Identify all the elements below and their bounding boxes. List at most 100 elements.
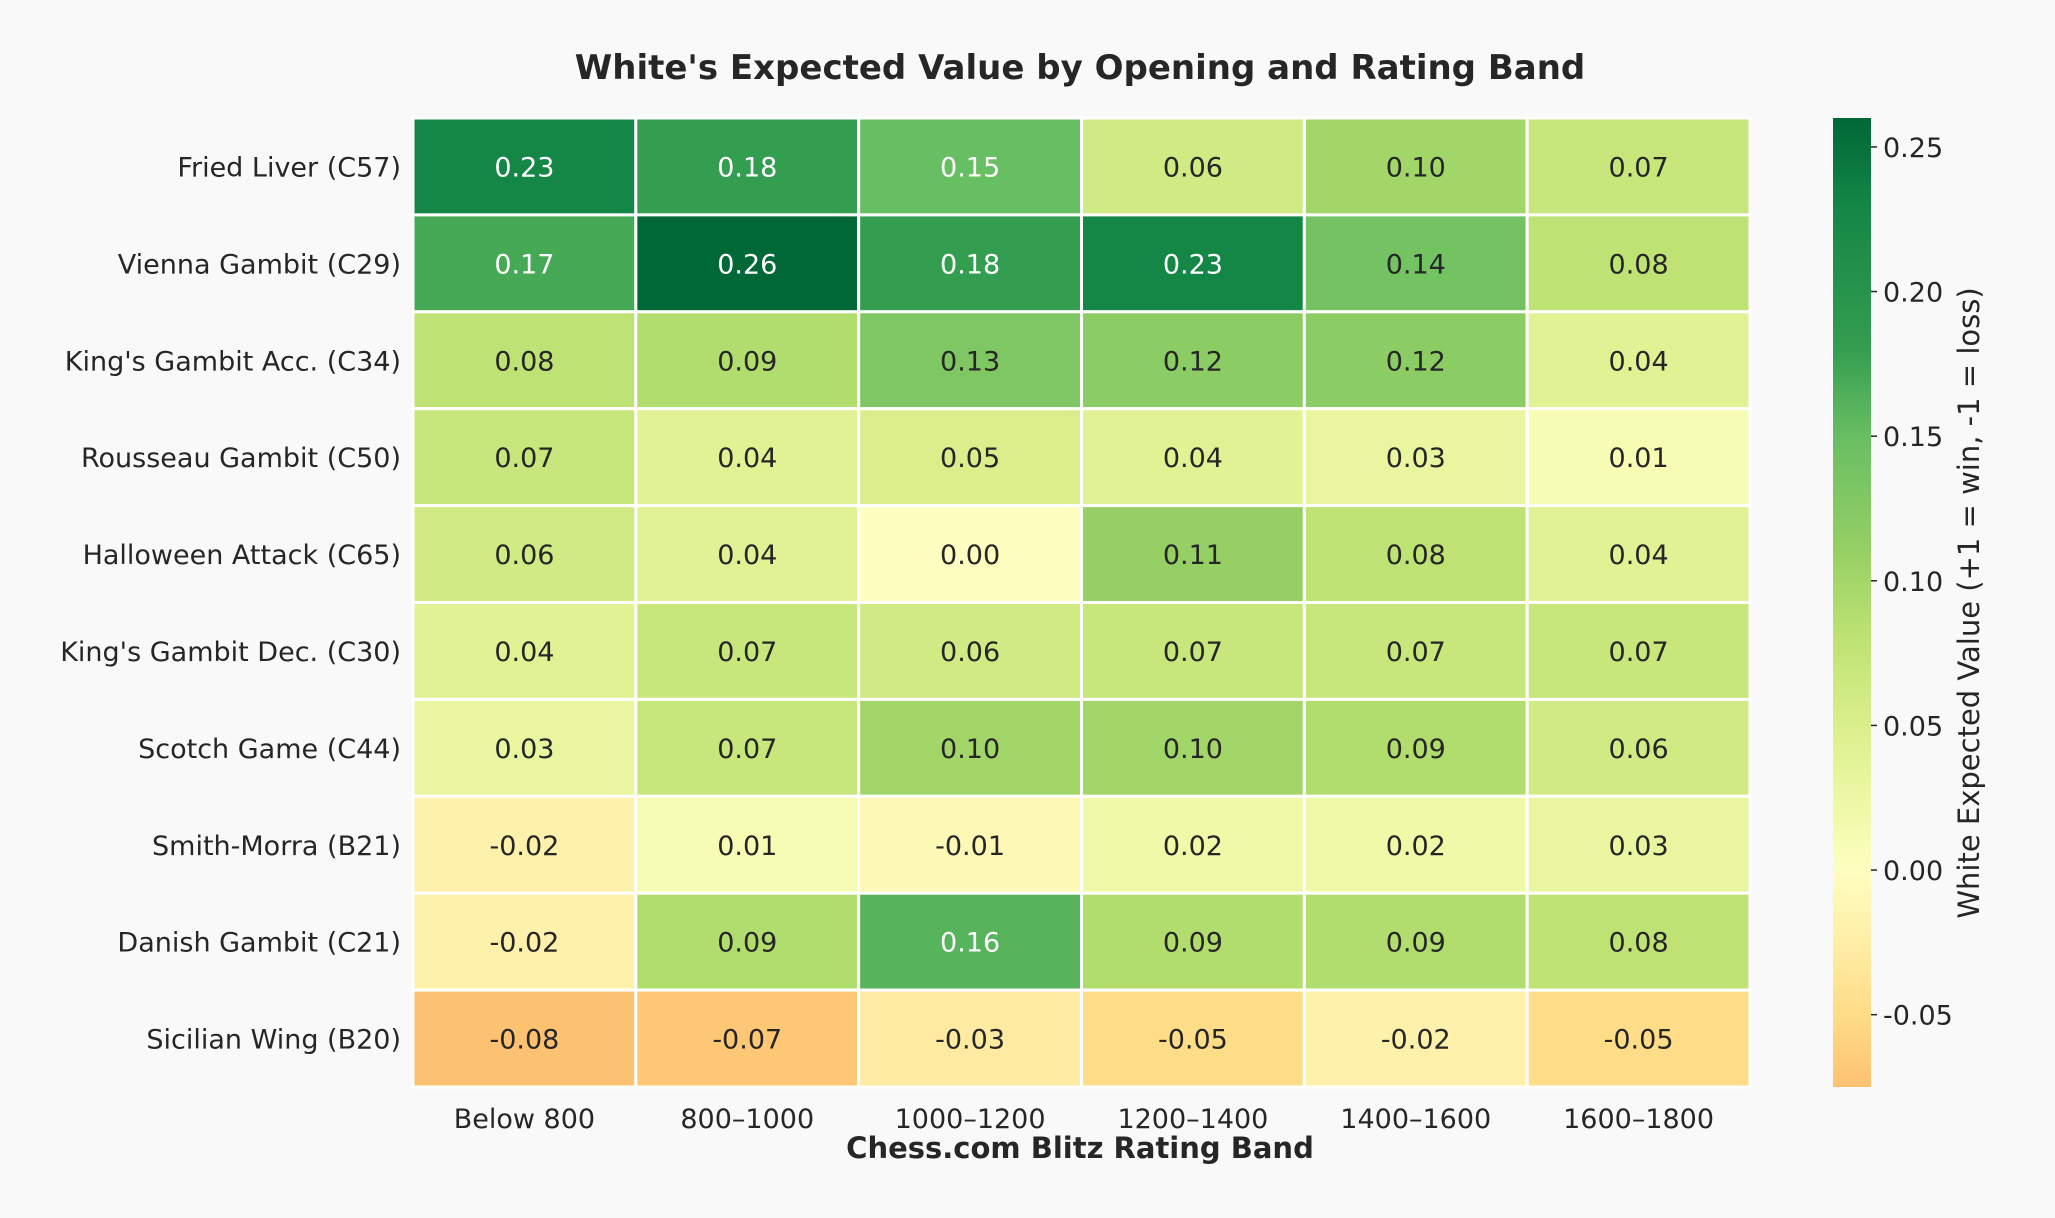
cell-value-label: -0.02 [1381,1025,1451,1056]
cell-value-label: 0.07 [1163,637,1223,668]
cell-value-label: -0.02 [489,928,559,959]
heatmap-cell [1080,697,1306,798]
cell-value-label: 0.07 [494,443,554,474]
cell-value-label: 0.18 [717,152,777,183]
column-label: 800–1000 [680,1104,814,1135]
colorbar-tick-label: 0.15 [1883,422,1943,453]
heatmap-cell [1302,407,1529,508]
heatmap-cell [411,407,638,508]
cell-value-label: 0.07 [717,734,777,765]
cell-value-label: 0.04 [717,443,777,474]
row-label: Fried Liver (C57) [177,152,401,183]
heatmap-cell [1302,891,1529,992]
cell-value-label: 0.14 [1386,249,1446,280]
heatmap-cell [1525,310,1752,411]
cell-value-label: 0.09 [1163,928,1223,959]
column-labels: Below 800 800–1000 1000–1200 1200–1400 1400–… [454,1104,1714,1135]
cell-value-label: -0.01 [935,831,1005,862]
cell-value-label: 0.02 [1386,831,1446,862]
cell-value-label: 0.06 [494,540,554,571]
row-label: Rousseau Gambit (C50) [81,443,401,474]
heatmap-cell [411,794,638,895]
cell-value-label: 0.12 [1163,346,1223,377]
heatmap-cell [1080,794,1306,895]
heatmap-cell [634,310,861,411]
cell-value-label: 0.04 [1609,540,1669,571]
cell-value-label: 0.04 [1163,443,1223,474]
heatmap-cell [634,407,861,508]
heatmap-cell [857,697,1084,798]
heatmap-cell [411,601,638,701]
cell-value-label: 0.15 [940,152,1000,183]
cell-value-label: 0.11 [1163,540,1223,571]
heatmap-cell [1080,213,1306,314]
heatmap-cell [634,116,861,217]
heatmap-cell [411,116,638,217]
heatmap-cell [857,891,1084,992]
heatmap-cell [857,988,1084,1089]
heatmap-cell [1302,310,1529,411]
cell-value-label: 0.08 [494,346,554,377]
heatmap-cell [1080,504,1306,605]
chart-title: White's Expected Value by Opening and Ra… [575,48,1586,88]
row-label: Smith-Morra (B21) [152,831,401,862]
cell-value-label: 0.12 [1386,346,1446,377]
cell-value-label: 0.03 [1609,831,1669,862]
column-label: 1200–1400 [1117,1104,1268,1135]
cell-value-label: 0.03 [494,734,554,765]
cell-value-label: 0.17 [494,249,554,280]
cell-value-label: 0.08 [1386,540,1446,571]
heatmap-cell [1525,116,1752,217]
heatmap-cell [1525,988,1752,1089]
heatmap-cell [1302,794,1529,895]
column-label: Below 800 [454,1104,595,1135]
heatmap-cell [1525,697,1752,798]
heatmap-cell [1525,794,1752,895]
x-axis-label: Chess.com Blitz Rating Band [846,1131,1314,1165]
colorbar-label: White Expected Value (+1 = win, -1 = los… [1952,287,1986,918]
cell-value-label: 0.09 [1386,928,1446,959]
row-label: Sicilian Wing (B20) [146,1025,401,1056]
cell-value-label: -0.07 [712,1025,782,1056]
cell-value-label: 0.26 [717,249,777,280]
row-label: King's Gambit Dec. (C30) [60,637,401,668]
cell-value-label: 0.07 [1609,152,1669,183]
heatmap-cell [411,697,638,798]
heatmap-cell [1080,407,1306,508]
cell-value-label: 0.04 [717,540,777,571]
cell-value-label: -0.05 [1604,1025,1674,1056]
cell-value-label: 0.09 [717,346,777,377]
cell-value-label: -0.08 [489,1025,559,1056]
cell-value-label: 0.08 [1609,928,1669,959]
colorbar-tick-label: 0.25 [1883,133,1943,164]
cell-value-label: -0.03 [935,1025,1005,1056]
cell-value-label: 0.06 [1609,734,1669,765]
heatmap-cell [857,504,1084,605]
heatmap-cell [411,988,638,1089]
cell-value-label: 0.06 [940,637,1000,668]
colorbar-ticks: 0.25 0.20 0.15 0.10 0.05 0.00 -0.05 [1871,133,1953,1032]
heatmap-cells: 0.23 0.18 0.15 0.06 0.10 0.07 0.17 0.26 0.18 0.23… [411,116,1752,1089]
heatmap-cell [1302,988,1529,1089]
heatmap-cell [1525,407,1752,508]
cell-value-label: 0.16 [940,928,1000,959]
cell-value-label: 0.23 [1163,249,1223,280]
heatmap-cell [634,213,861,314]
column-label: 1000–1200 [895,1104,1046,1135]
cell-value-label: 0.00 [940,540,1000,571]
cell-value-label: 0.10 [1163,734,1223,765]
colorbar-tick-label: 0.20 [1883,278,1943,309]
heatmap-cell [857,794,1084,895]
cell-value-label: 0.07 [717,637,777,668]
heatmap-cell [1525,601,1752,701]
heatmap-cell [411,891,638,992]
cell-value-label: 0.10 [940,734,1000,765]
cell-value-label: 0.01 [1609,443,1669,474]
cell-value-label: 0.07 [1386,637,1446,668]
heatmap-cell [634,988,861,1089]
cell-value-label: 0.23 [494,152,554,183]
cell-value-label: 0.18 [940,249,1000,280]
heatmap-cell [1302,504,1529,605]
cell-value-label: 0.06 [1163,152,1223,183]
heatmap-cell [857,407,1084,508]
